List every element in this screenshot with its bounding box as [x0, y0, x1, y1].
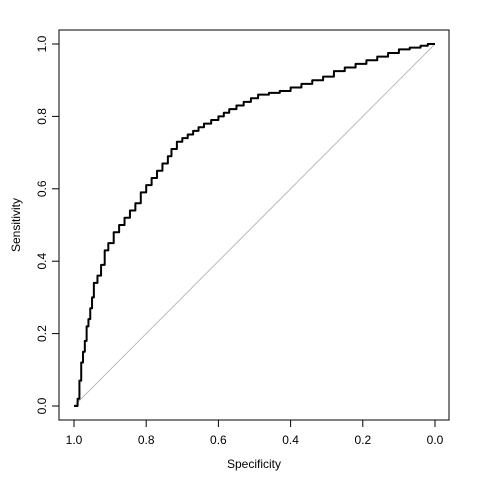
x-tick-label: 0.0 [427, 433, 444, 447]
x-tick-label: 0.4 [282, 433, 299, 447]
x-tick-label: 1.0 [66, 433, 83, 447]
y-axis-title: Sensitivity [9, 198, 23, 252]
y-axis: 0.0 0.2 0.4 0.6 0.8 1.0 [35, 35, 60, 414]
y-tick-label: 1.0 [35, 35, 49, 52]
roc-curve-series-0 [74, 43, 435, 407]
y-tick-label: 0.6 [35, 180, 49, 197]
x-tick-label: 0.2 [354, 433, 371, 447]
reference-line-layer [73, 43, 436, 407]
x-axis-title: Specificity [227, 457, 281, 471]
y-tick-label: 0.8 [35, 108, 49, 125]
roc-curve-layer [74, 43, 435, 407]
x-tick-label: 0.8 [138, 433, 155, 447]
reference-diagonal-line [73, 43, 436, 407]
x-axis: 1.0 0.8 0.6 0.4 0.2 0.0 [66, 419, 444, 447]
x-tick-label: 0.6 [210, 433, 227, 447]
y-tick-label: 0.4 [35, 253, 49, 270]
y-tick-label: 0.0 [35, 397, 49, 414]
y-tick-label: 0.2 [35, 325, 49, 342]
